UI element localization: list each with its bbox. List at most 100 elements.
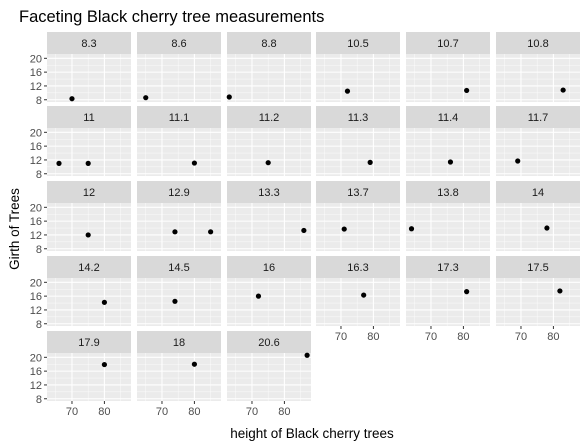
y-tick-label: 8: [36, 394, 42, 406]
facet-strip-label: 11.7: [528, 112, 549, 124]
facet-panel: 11.3: [316, 106, 400, 176]
panel-background: [137, 278, 221, 326]
y-tick-label: 20: [30, 202, 42, 214]
facet-panel: 11.7: [496, 106, 580, 176]
data-point: [544, 225, 549, 230]
panel-background: [406, 203, 490, 251]
data-point: [464, 88, 469, 93]
panel-background: [316, 278, 400, 326]
x-tick-label: 70: [425, 331, 437, 343]
data-point: [345, 89, 350, 94]
facet-strip-label: 13.7: [347, 187, 368, 199]
facet-panel: 14.2 8 12 16 20: [30, 256, 131, 331]
facet-panel: 11.4: [406, 106, 490, 176]
x-tick-label: 80: [98, 406, 110, 418]
facet-strip-label: 16: [263, 262, 275, 274]
data-point: [256, 294, 261, 299]
facet-panels: 8.3 8 12 16 20 8.6 8.8 10.5 10.7 10.8 11 8 12 16 20 11.…: [30, 32, 580, 418]
facet-strip-label: 12: [83, 187, 95, 199]
facet-panel: 8.38121620: [30, 32, 131, 107]
facet-strip-label: 14.5: [168, 262, 189, 274]
data-point: [192, 160, 197, 165]
data-point: [464, 289, 469, 294]
x-tick-label: 70: [246, 406, 258, 418]
panel-background: [47, 353, 131, 401]
facet-panel: 17.5 70 80: [496, 256, 580, 343]
facet-strip-label: 11: [83, 112, 94, 124]
y-tick-label: 8: [36, 95, 42, 107]
data-point: [561, 87, 566, 92]
y-tick-label: 8: [36, 319, 42, 331]
facet-strip-label: 17.3: [437, 262, 458, 274]
x-tick-label: 70: [156, 406, 168, 418]
panel-background: [47, 128, 131, 176]
data-point: [56, 161, 61, 166]
facet-strip-label: 10.7: [437, 38, 458, 50]
facet-panel: 17.3 70 80: [406, 256, 490, 343]
y-axis-title: Girth of Trees: [7, 188, 22, 270]
data-point: [86, 232, 91, 237]
y-tick-label: 12: [30, 230, 42, 242]
facet-panel: 8.8: [227, 32, 311, 102]
panel-background: [496, 203, 580, 251]
facet-panel: 18 70 80: [137, 331, 221, 418]
y-tick-label: 20: [30, 53, 42, 65]
x-tick-label: 70: [335, 331, 347, 343]
panel-background: [406, 54, 490, 102]
panel-background: [316, 54, 400, 102]
x-axis-title: height of Black cherry trees: [230, 426, 394, 441]
panel-background: [47, 54, 131, 102]
facet-strip-label: 20.6: [258, 337, 279, 349]
facet-panel: 14: [496, 181, 580, 251]
data-point: [557, 288, 562, 293]
facet-panel: 14.5: [137, 256, 221, 326]
panel-background: [137, 203, 221, 251]
panel-background: [47, 278, 131, 326]
y-tick-label: 16: [30, 67, 42, 79]
facet-panel: 10.8: [496, 32, 580, 102]
facet-panel: 128121620: [30, 181, 131, 256]
y-tick-label: 20: [30, 352, 42, 364]
panel-background: [496, 278, 580, 326]
y-tick-label: 16: [30, 141, 42, 153]
facet-panel: 13.8: [406, 181, 490, 251]
facet-strip-label: 8.6: [171, 38, 186, 50]
facet-strip-label: 14.2: [78, 262, 99, 274]
facet-strip-label: 12.9: [168, 187, 189, 199]
facet-strip-label: 8.8: [261, 38, 276, 50]
panel-background: [47, 203, 131, 251]
y-tick-label: 8: [36, 244, 42, 256]
y-tick-label: 12: [30, 155, 42, 167]
facet-panel: 13.7: [316, 181, 400, 251]
panel-background: [406, 278, 490, 326]
y-tick-label: 12: [30, 305, 42, 317]
facet-strip-label: 11.4: [438, 112, 459, 124]
panel-background: [137, 54, 221, 102]
facet-panel: 11.2: [227, 106, 311, 176]
data-point: [305, 353, 310, 358]
y-tick-label: 20: [30, 127, 42, 139]
data-point: [301, 228, 306, 233]
data-point: [342, 226, 347, 231]
facet-panel: 16: [227, 256, 311, 326]
panel-background: [227, 203, 311, 251]
panel-background: [227, 54, 311, 102]
panel-background: [316, 128, 400, 176]
x-tick-label: 70: [515, 331, 527, 343]
facet-panel: 20.670 80: [227, 331, 311, 418]
facet-panel: 12.9: [137, 181, 221, 251]
facet-strip-label: 10.8: [527, 38, 548, 50]
data-point: [361, 292, 366, 297]
y-tick-label: 16: [30, 291, 42, 303]
y-tick-label: 20: [30, 277, 42, 289]
facet-strip-label: 14: [532, 187, 544, 199]
facet-panel: 13.3: [227, 181, 311, 251]
facet-strip-label: 11.1: [169, 112, 190, 124]
facet-strip-label: 17.9: [78, 337, 99, 349]
panel-background: [316, 203, 400, 251]
facet-strip-label: 10.5: [347, 38, 368, 50]
facet-strip-label: 13.3: [258, 187, 279, 199]
y-tick-label: 12: [30, 380, 42, 392]
panel-background: [227, 353, 311, 401]
